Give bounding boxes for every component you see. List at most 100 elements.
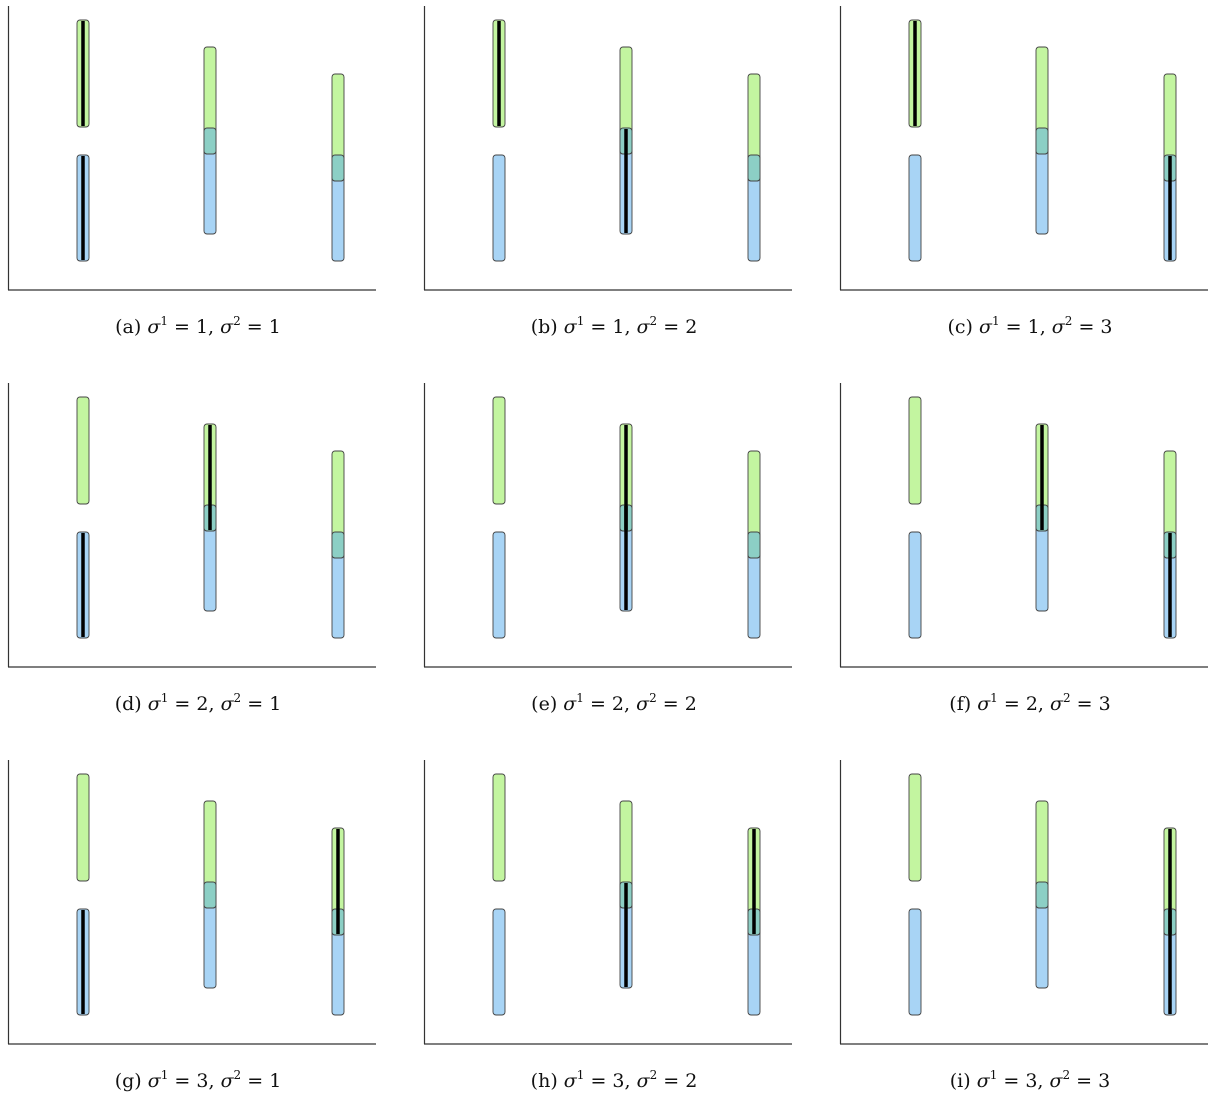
caption-equals: = xyxy=(240,316,269,338)
caption-sigma: σ xyxy=(147,316,161,338)
caption-sigma1-value: 2 xyxy=(611,693,624,715)
caption-label: (h) xyxy=(530,1070,564,1092)
caption-sigma: σ xyxy=(976,1070,990,1092)
caption-sup: 2 xyxy=(1062,691,1071,705)
panel-caption: (b) σ1 = 1, σ2 = 2 xyxy=(424,314,804,338)
overlap-segment-2 xyxy=(203,881,217,909)
panel-caption: (d) σ1 = 2, σ2 = 1 xyxy=(8,691,388,715)
caption-sigma: σ xyxy=(147,693,161,715)
caption-sigma2-value: 2 xyxy=(685,1070,698,1092)
overlap-segment-2 xyxy=(1035,881,1049,909)
caption-sigma2-value: 3 xyxy=(1098,693,1111,715)
caption-sigma: σ xyxy=(563,693,577,715)
overlap-segment-3 xyxy=(331,154,345,182)
caption-separator: , xyxy=(624,1070,637,1092)
caption-equals: = xyxy=(1072,316,1101,338)
caption-label: (i) xyxy=(949,1070,977,1092)
caption-sigma1-value: 3 xyxy=(196,1070,209,1092)
panel-a: (a) σ1 = 1, σ2 = 1 xyxy=(7,6,388,366)
panel-f: (f) σ1 = 2, σ2 = 3 xyxy=(839,383,1220,743)
caption-sigma2-value: 3 xyxy=(1100,316,1113,338)
caption-equals: = xyxy=(997,693,1026,715)
caption-sigma: σ xyxy=(563,1070,577,1092)
caption-sigma: σ xyxy=(220,693,234,715)
caption-equals: = xyxy=(584,1070,613,1092)
caption-equals: = xyxy=(657,1070,686,1092)
caption-equals: = xyxy=(997,1070,1026,1092)
green-bar-1 xyxy=(908,396,922,505)
caption-sup: 2 xyxy=(649,314,658,328)
caption-sup: 2 xyxy=(649,691,657,705)
caption-sup: 1 xyxy=(576,691,584,705)
panel-c-plot xyxy=(839,6,1208,291)
panel-h-plot xyxy=(423,760,792,1045)
caption-sigma: σ xyxy=(636,693,650,715)
caption-sup: 1 xyxy=(160,691,169,705)
overlap-segment-3 xyxy=(331,531,345,559)
caption-equals: = xyxy=(241,1070,270,1092)
panel-caption: (f) σ1 = 2, σ2 = 3 xyxy=(840,691,1220,715)
caption-label: (e) xyxy=(531,693,564,715)
caption-label: (c) xyxy=(947,316,979,338)
panel-caption: (e) σ1 = 2, σ2 = 2 xyxy=(424,691,804,715)
panel-e: (e) σ1 = 2, σ2 = 2 xyxy=(423,383,804,743)
panel-d: (d) σ1 = 2, σ2 = 1 xyxy=(7,383,388,743)
overlap-segment-3 xyxy=(747,154,761,182)
caption-separator: , xyxy=(624,693,637,715)
caption-sigma2-value: 1 xyxy=(269,693,282,715)
caption-sigma2-value: 1 xyxy=(268,316,281,338)
caption-equals: = xyxy=(656,693,685,715)
caption-sigma1-value: 3 xyxy=(1025,1070,1038,1092)
caption-separator: , xyxy=(208,693,221,715)
caption-separator: , xyxy=(208,316,221,338)
caption-sup: 1 xyxy=(991,314,1000,328)
caption-equals: = xyxy=(657,316,686,338)
caption-separator: , xyxy=(624,316,637,338)
caption-sigma2-value: 2 xyxy=(684,693,697,715)
caption-equals: = xyxy=(1070,693,1099,715)
panel-g: (g) σ1 = 3, σ2 = 1 xyxy=(7,760,388,1120)
blue-bar-1 xyxy=(908,908,922,1016)
caption-equals: = xyxy=(167,316,196,338)
blue-bar-1 xyxy=(492,531,506,639)
green-bar-1 xyxy=(492,773,506,882)
blue-bar-1 xyxy=(908,154,922,262)
caption-separator: , xyxy=(1039,316,1052,338)
blue-bar-1 xyxy=(908,531,922,639)
caption-sup: 2 xyxy=(649,1068,658,1082)
caption-sigma: σ xyxy=(1049,1070,1063,1092)
caption-sup: 2 xyxy=(1062,1068,1071,1082)
caption-equals: = xyxy=(168,693,197,715)
caption-sigma2-value: 3 xyxy=(1098,1070,1111,1092)
caption-sup: 1 xyxy=(160,314,168,328)
caption-sigma: σ xyxy=(220,1070,234,1092)
caption-sigma: σ xyxy=(636,1070,650,1092)
caption-sup: 1 xyxy=(576,314,585,328)
caption-sigma1-value: 1 xyxy=(195,316,209,338)
caption-sigma: σ xyxy=(977,693,991,715)
overlap-segment-2 xyxy=(1035,127,1049,155)
caption-label: (g) xyxy=(114,1070,148,1092)
caption-sigma: σ xyxy=(978,316,992,338)
panel-caption: (g) σ1 = 3, σ2 = 1 xyxy=(8,1069,388,1092)
panel-c: (c) σ1 = 1, σ2 = 3 xyxy=(839,6,1220,366)
caption-separator: , xyxy=(208,1070,221,1092)
caption-equals: = xyxy=(168,1070,197,1092)
panel-caption: (h) σ1 = 3, σ2 = 2 xyxy=(424,1068,804,1092)
caption-sup: 1 xyxy=(576,1068,585,1082)
caption-equals: = xyxy=(1070,1070,1099,1092)
caption-sup: 1 xyxy=(989,1068,998,1082)
overlap-segment-3 xyxy=(747,531,761,559)
caption-label: (a) xyxy=(115,316,148,338)
caption-sup: 2 xyxy=(1064,314,1073,328)
green-bar-1 xyxy=(76,773,90,882)
caption-sigma: σ xyxy=(220,316,234,338)
caption-sigma: σ xyxy=(147,1070,161,1092)
panel-g-plot xyxy=(7,760,376,1045)
caption-equals: = xyxy=(999,316,1028,338)
panel-a-plot xyxy=(7,6,376,291)
caption-equals: = xyxy=(241,693,270,715)
caption-sup: 2 xyxy=(233,314,241,328)
caption-sigma2-value: 1 xyxy=(269,1070,282,1092)
